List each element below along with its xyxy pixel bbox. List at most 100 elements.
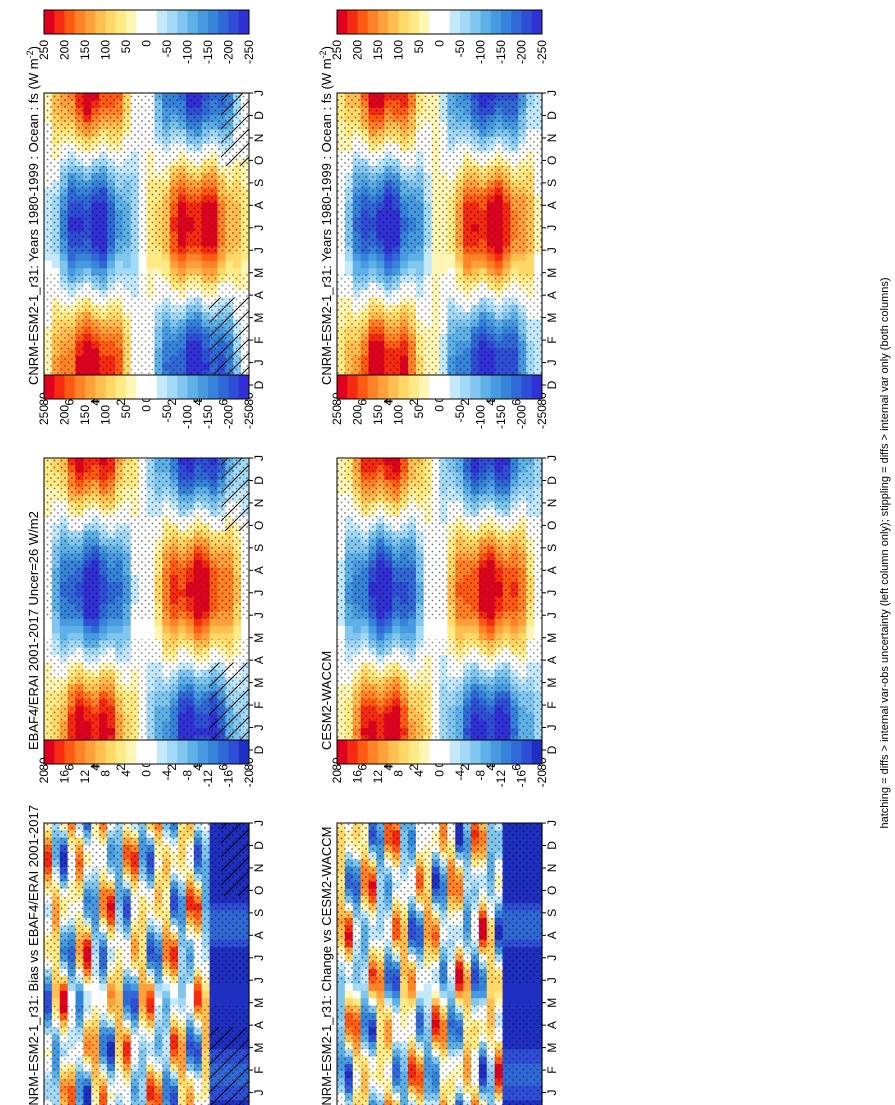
colorbar-label: 0: [140, 405, 154, 412]
heatmap-cell: [99, 625, 108, 634]
heatmap-cell: [51, 983, 61, 992]
heatmap-cell: [146, 633, 155, 642]
panel-left-bottom: DJFMAMJJASONDJ80604020020406080NSCNRM-ES…: [26, 739, 266, 1105]
heatmap-cell: [138, 253, 148, 262]
heatmap-cell: [337, 618, 346, 627]
heatmap-cell: [201, 618, 211, 627]
heatmap-cell: [44, 990, 53, 999]
panel-right-middle: DJFMAMJJASONDJ80604020020406080NSCESM2-W…: [319, 374, 559, 771]
hatching: [209, 297, 249, 385]
heatmap-cell: [478, 633, 488, 642]
colorbar-frame: [43, 9, 250, 35]
colorbar-swatch: [521, 375, 533, 399]
heatmap-cell: [193, 253, 203, 262]
heatmap-cell: [130, 990, 140, 999]
heatmap-cell: [99, 990, 108, 999]
colorbar-swatch: [64, 375, 76, 399]
heatmap-cell: [67, 260, 77, 269]
colorbar-swatch: [115, 375, 127, 399]
heatmap-cell: [494, 253, 504, 262]
heatmap-cell: [526, 633, 535, 642]
colorbar-swatch: [367, 375, 379, 399]
heatmap-cell: [415, 633, 425, 642]
heatmap-cell: [526, 253, 535, 262]
colorbar-swatch: [449, 375, 461, 399]
heatmap-cell: [225, 625, 234, 634]
heatmap-cell: [494, 268, 504, 277]
heatmap-cell: [122, 998, 132, 1007]
colorbar-swatch: [408, 375, 420, 399]
colorbar-swatch: [347, 10, 358, 34]
heatmap-cell: [44, 625, 53, 634]
heatmap-cell: [99, 260, 108, 269]
colorbar-swatch: [54, 375, 65, 399]
heatmap-cell: [439, 633, 448, 642]
heatmap-cell: [59, 268, 69, 277]
heatmap-cell: [201, 253, 211, 262]
heatmap-cell: [392, 268, 401, 277]
heatmap-cell: [83, 998, 92, 1007]
heatmap-cell: [122, 268, 132, 277]
colorbar-label: -100: [474, 405, 488, 429]
colorbar-swatch: [470, 375, 481, 399]
colorbar-swatch: [337, 375, 348, 399]
colorbar-label: 100: [99, 40, 113, 60]
heatmap-cell: [170, 618, 179, 627]
heatmap-cell: [209, 625, 219, 634]
heatmap-cell: [59, 618, 69, 627]
colorbar-label: 200: [351, 405, 365, 425]
heatmap-cell: [107, 253, 116, 262]
heatmap-cell: [185, 633, 195, 642]
colorbar-swatch: [187, 375, 199, 399]
colorbar-swatch: [44, 375, 55, 399]
month-tick-label: J: [545, 247, 559, 253]
month-tick-label: J: [545, 90, 559, 96]
heatmap-cell: [471, 253, 480, 262]
heatmap-cell: [534, 268, 543, 277]
month-tick-label: O: [252, 156, 266, 165]
month-tick-label: M: [252, 678, 266, 688]
panel-title-end: ): [26, 46, 41, 50]
heatmap-cell: [67, 625, 77, 634]
heatmap-cell: [130, 998, 140, 1007]
colorbar-swatch: [531, 10, 543, 34]
heatmap-cell: [122, 253, 132, 262]
colorbar-label: 250: [37, 405, 51, 425]
heatmap-cell: [130, 633, 140, 642]
heatmap-cell: [122, 625, 132, 634]
heatmap-cell: [114, 260, 124, 269]
heatmap-cell: [83, 253, 92, 262]
month-tick-label: J: [252, 612, 266, 618]
colorbar-label: 200: [351, 40, 365, 60]
heatmap-cell: [502, 625, 512, 634]
month-tick-label: F: [545, 336, 559, 343]
heatmap-cell: [352, 618, 362, 627]
heatmap-cell: [75, 260, 85, 269]
heatmap-cell: [162, 618, 171, 627]
colorbar-swatch: [187, 10, 199, 34]
heatmap-cell: [526, 260, 535, 269]
colorbar-label: -200: [515, 40, 529, 64]
heatmap-cell: [415, 260, 425, 269]
heatmap-cell: [138, 618, 148, 627]
panel-left-middle: DJFMAMJJASONDJ80604020020406080NSEBAF4/E…: [26, 374, 266, 771]
colorbar-swatch: [74, 375, 86, 399]
heatmap-cell: [178, 260, 187, 269]
heatmap-cell: [91, 268, 100, 277]
heatmap-cell: [478, 268, 488, 277]
colorbar-swatch: [85, 10, 96, 34]
heatmap-cell: [423, 260, 433, 269]
heatmap-cell: [478, 253, 488, 262]
heatmap-cell: [154, 633, 163, 642]
colorbar-swatch: [357, 375, 369, 399]
heatmap-cell: [415, 253, 425, 262]
heatmap-cell: [518, 260, 527, 269]
heatmap-cell: [170, 260, 179, 269]
heatmap-cell: [162, 625, 171, 634]
colorbar-label: 100: [392, 405, 406, 425]
heatmap-cell: [463, 633, 472, 642]
month-tick-label: J: [545, 455, 559, 461]
panel-title-sup: -2: [25, 50, 35, 58]
colorbar-swatch: [136, 375, 147, 399]
colorbar-swatch: [228, 375, 240, 399]
